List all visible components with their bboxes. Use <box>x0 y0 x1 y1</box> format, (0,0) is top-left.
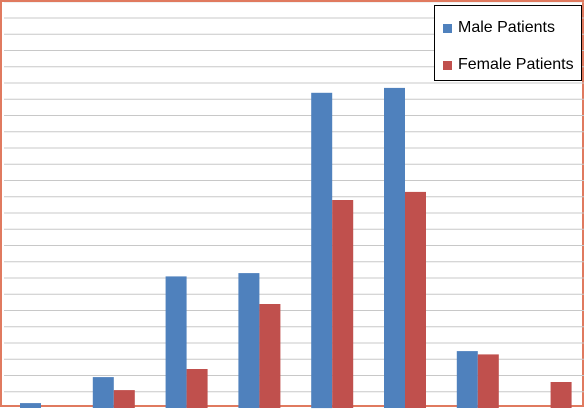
bars <box>20 87 572 409</box>
legend-label-male: Male Patients <box>458 19 555 36</box>
male-bar-5 <box>311 92 333 409</box>
legend-item-male: Male Patients <box>443 18 555 38</box>
female-bar-4 <box>259 304 281 408</box>
male-bar-6 <box>384 87 405 409</box>
female-bar-5 <box>332 200 354 408</box>
legend-swatch-male <box>443 23 452 33</box>
male-bar-7 <box>456 351 478 408</box>
legend-swatch-female <box>443 60 452 70</box>
legend-item-female: Female Patients <box>443 55 574 75</box>
female-bar-3 <box>186 369 208 408</box>
female-bar-7 <box>477 354 499 408</box>
female-bar-8 <box>550 382 572 408</box>
male-bar-2 <box>92 377 114 408</box>
female-bar-6 <box>405 191 426 408</box>
legend-label-female: Female Patients <box>458 56 574 73</box>
male-bar-3 <box>165 276 187 408</box>
female-bar-2 <box>113 390 135 408</box>
male-bar-4 <box>238 273 260 408</box>
legend: Male Patients Female Patients <box>434 5 582 81</box>
male-bar-1 <box>20 403 41 408</box>
